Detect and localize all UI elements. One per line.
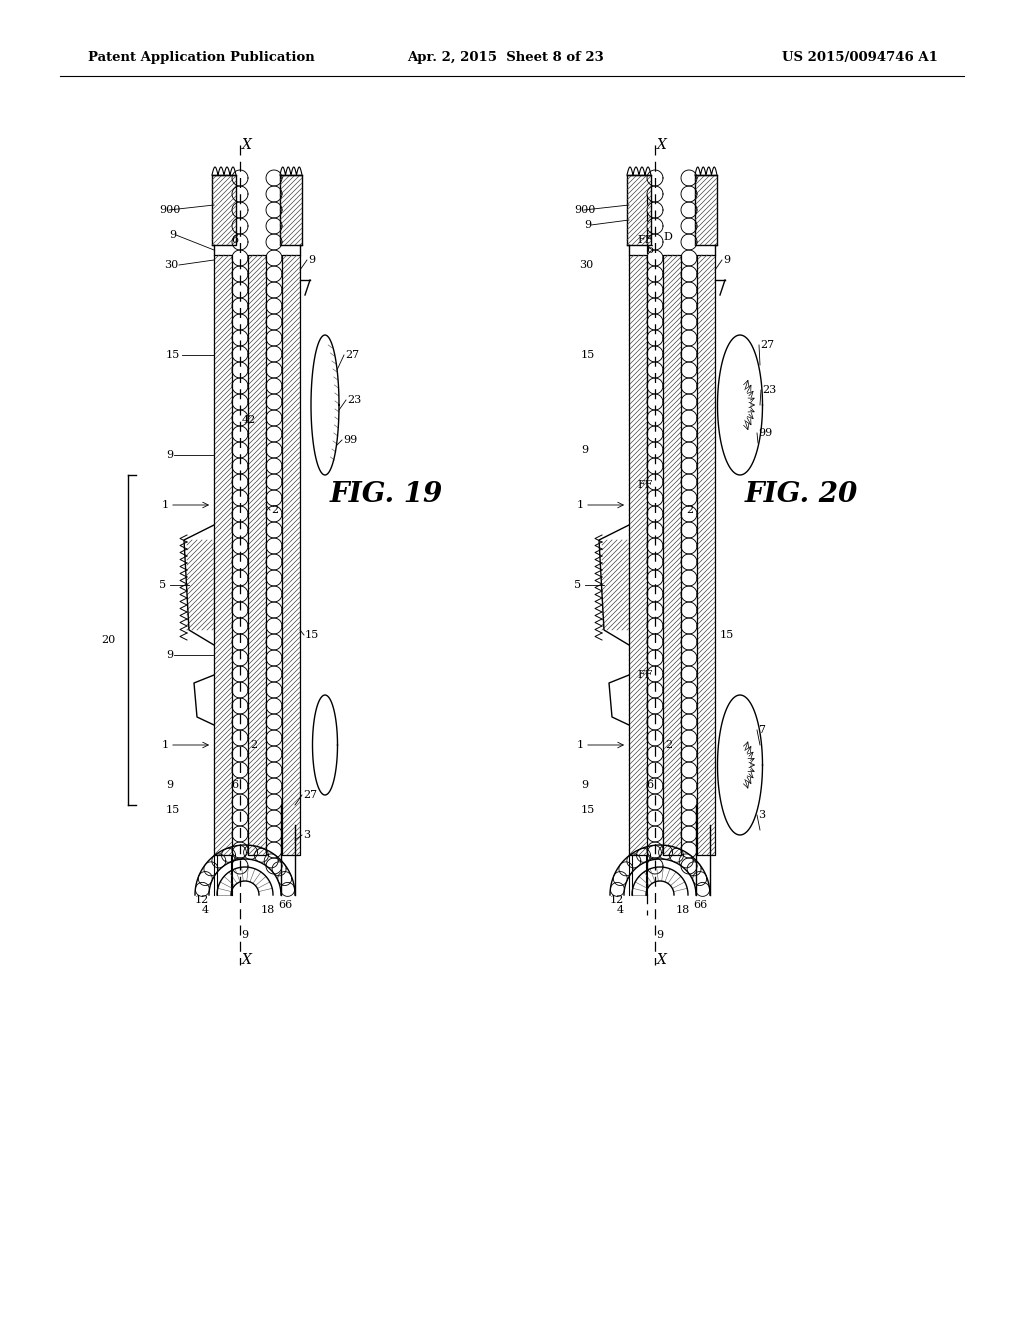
Text: FF: FF bbox=[637, 480, 652, 490]
Text: 3: 3 bbox=[758, 810, 765, 820]
Text: 9: 9 bbox=[241, 931, 248, 940]
Text: FF: FF bbox=[637, 671, 652, 680]
Text: FIG. 20: FIG. 20 bbox=[745, 480, 858, 508]
Text: 18: 18 bbox=[261, 906, 275, 915]
Bar bbox=[663, 255, 681, 855]
Text: FF: FF bbox=[637, 235, 652, 246]
Text: 30: 30 bbox=[164, 260, 178, 271]
Text: 27: 27 bbox=[345, 350, 359, 360]
Text: 2: 2 bbox=[665, 741, 672, 750]
Bar bbox=[280, 176, 302, 246]
Text: 66: 66 bbox=[278, 900, 292, 909]
Text: 9: 9 bbox=[723, 255, 730, 265]
Text: 5: 5 bbox=[159, 579, 166, 590]
Text: Apr. 2, 2015  Sheet 8 of 23: Apr. 2, 2015 Sheet 8 of 23 bbox=[407, 50, 603, 63]
Text: 6: 6 bbox=[646, 246, 653, 255]
Text: 9: 9 bbox=[584, 220, 591, 230]
Text: D: D bbox=[663, 232, 672, 242]
Bar bbox=[629, 255, 647, 855]
Text: 9: 9 bbox=[581, 780, 588, 789]
Text: 15: 15 bbox=[581, 350, 595, 360]
Text: 66: 66 bbox=[693, 900, 708, 909]
Bar bbox=[627, 176, 651, 246]
Text: 9: 9 bbox=[166, 780, 173, 789]
Text: X: X bbox=[657, 139, 667, 152]
Text: 6: 6 bbox=[646, 780, 653, 789]
Text: 23: 23 bbox=[762, 385, 776, 395]
Text: 12: 12 bbox=[609, 895, 624, 906]
Text: 18: 18 bbox=[676, 906, 690, 915]
Text: 9: 9 bbox=[656, 931, 664, 940]
Text: 99: 99 bbox=[343, 436, 357, 445]
Text: 9: 9 bbox=[308, 255, 315, 265]
Text: 1: 1 bbox=[577, 500, 584, 510]
Text: 3: 3 bbox=[303, 830, 310, 840]
Bar bbox=[212, 176, 236, 246]
Text: 9: 9 bbox=[169, 230, 176, 240]
Text: US 2015/0094746 A1: US 2015/0094746 A1 bbox=[782, 50, 938, 63]
Text: 4: 4 bbox=[202, 906, 209, 915]
Text: 27: 27 bbox=[303, 789, 317, 800]
Text: 1: 1 bbox=[162, 500, 169, 510]
Text: 900: 900 bbox=[574, 205, 595, 215]
Text: 6: 6 bbox=[231, 235, 239, 246]
Text: 27: 27 bbox=[760, 341, 774, 350]
Text: 1: 1 bbox=[162, 741, 169, 750]
Text: 6: 6 bbox=[231, 780, 239, 789]
Bar bbox=[695, 176, 717, 246]
Bar bbox=[214, 255, 232, 855]
Text: 15: 15 bbox=[720, 630, 734, 640]
Text: 15: 15 bbox=[166, 805, 180, 814]
Text: 20: 20 bbox=[101, 635, 116, 645]
Text: 2: 2 bbox=[686, 506, 693, 515]
Text: 15: 15 bbox=[581, 805, 595, 814]
Text: 2: 2 bbox=[250, 741, 257, 750]
Bar bbox=[248, 255, 266, 855]
Text: Patent Application Publication: Patent Application Publication bbox=[88, 50, 314, 63]
Text: 15: 15 bbox=[305, 630, 319, 640]
Text: 9: 9 bbox=[166, 649, 173, 660]
Text: 99: 99 bbox=[758, 428, 772, 438]
Text: 9: 9 bbox=[166, 450, 173, 459]
Bar bbox=[697, 255, 715, 855]
Bar bbox=[282, 255, 300, 855]
Text: 1: 1 bbox=[577, 741, 584, 750]
Text: X: X bbox=[242, 139, 252, 152]
Text: 30: 30 bbox=[579, 260, 593, 271]
Text: 900: 900 bbox=[159, 205, 180, 215]
Text: 23: 23 bbox=[347, 395, 361, 405]
Text: 42: 42 bbox=[242, 414, 256, 425]
Text: FIG. 19: FIG. 19 bbox=[330, 480, 443, 508]
Text: 5: 5 bbox=[574, 579, 582, 590]
Text: X: X bbox=[657, 953, 667, 968]
Text: 2: 2 bbox=[271, 506, 279, 515]
Text: 9: 9 bbox=[581, 445, 588, 455]
Text: X: X bbox=[242, 953, 252, 968]
Text: 7: 7 bbox=[758, 725, 765, 735]
Text: 12: 12 bbox=[195, 895, 209, 906]
Text: 15: 15 bbox=[166, 350, 180, 360]
Text: 4: 4 bbox=[617, 906, 624, 915]
